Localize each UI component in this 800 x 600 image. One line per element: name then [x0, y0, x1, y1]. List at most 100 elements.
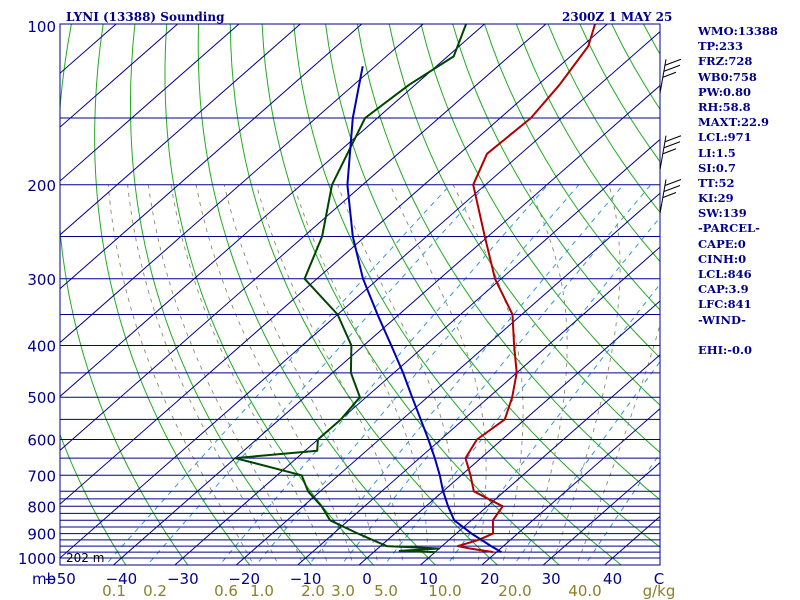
isotherm — [60, 31, 660, 559]
temperature-tick-label: 40 — [603, 570, 622, 588]
index-item: -WIND- — [698, 312, 746, 327]
isotherm — [174, 138, 660, 565]
temperature-tick-label: −10 — [290, 570, 322, 588]
surface-height-label: 202 m — [66, 551, 104, 565]
index-item: CAP:3.9 — [698, 282, 749, 297]
temperature-tick-label: 30 — [542, 570, 561, 588]
plot-frame — [59, 23, 661, 566]
parcel-profile — [346, 66, 502, 553]
index-item — [698, 328, 778, 343]
isotherm — [60, 24, 302, 236]
isotherm — [235, 192, 660, 565]
index-item: TP:233 — [698, 39, 744, 54]
index-item: LFC:841 — [698, 297, 752, 312]
wind-barb — [659, 179, 682, 214]
index-item: CAPE:0 — [698, 236, 746, 251]
mixing-ratio-label: 0.2 — [143, 582, 167, 600]
mixing-ratio-line — [308, 184, 624, 565]
mixing-ratio-label: 1.0 — [250, 582, 274, 600]
moist-adiabat — [576, 322, 660, 565]
index-item: MAXT:22.9 — [698, 115, 769, 130]
dry-adiabat — [325, 24, 660, 548]
index-item: PW:0.80 — [698, 84, 752, 99]
pressure-tick-label: 400 — [27, 338, 56, 356]
moist-adiabat — [147, 184, 304, 565]
dry-adiabat — [197, 24, 437, 565]
index-item: WMO:13388 — [698, 24, 778, 38]
dry-adiabat — [484, 24, 660, 311]
isotherm — [358, 300, 660, 565]
moist-adiabat — [170, 184, 329, 565]
dry-adiabat — [94, 24, 251, 565]
isotherm — [112, 84, 660, 565]
mixing-ratio-label: 40.0 — [568, 582, 601, 600]
index-item: SW:139 — [698, 206, 747, 221]
isotherm — [481, 408, 660, 565]
mixing-ratio-line — [584, 452, 660, 565]
isotherm — [419, 354, 660, 565]
mixing-ratio-unit-label: g/kg — [643, 582, 676, 600]
pressure-tick-label: 600 — [27, 432, 56, 450]
wind-barbs — [659, 58, 682, 214]
dry-adiabat — [388, 24, 660, 454]
moist-adiabat — [255, 184, 404, 565]
index-item: SI:0.7 — [698, 160, 736, 175]
chart-title: LYNI (13388) Sounding — [66, 10, 225, 24]
dry-adiabat — [129, 24, 313, 565]
pressure-tick-label: 800 — [27, 498, 56, 516]
mixing-ratio-line — [446, 283, 660, 565]
mixing-ratio-line — [104, 184, 451, 565]
dry-adiabat — [356, 24, 660, 501]
mixing-ratio-label: 20.0 — [498, 582, 531, 600]
isotherm — [60, 24, 240, 182]
index-item: LCL:846 — [698, 267, 752, 281]
temperature-tick-label: 0 — [362, 570, 372, 588]
index-item: CINH:0 — [698, 251, 747, 266]
mixing-ratio-label: 5.0 — [374, 582, 398, 600]
isotherm — [60, 24, 547, 451]
temperature-tick-label: 10 — [419, 570, 438, 588]
pressure-tick-label: 100 — [27, 18, 56, 36]
moist-adiabat — [389, 184, 487, 565]
index-item: RH:58.8 — [698, 99, 751, 114]
index-item: EHI:-0.0 — [698, 342, 753, 357]
dry-adiabat — [452, 24, 660, 359]
temperature-tick-label: −20 — [228, 570, 260, 588]
index-item: WB0:758 — [698, 69, 757, 84]
moist-adiabat — [223, 184, 379, 565]
moist-adiabat — [452, 184, 524, 565]
isotherm — [60, 24, 363, 290]
pressure-tick-label: 300 — [27, 271, 56, 289]
index-item: KI:29 — [698, 191, 734, 206]
isotherm — [60, 24, 179, 128]
index-item: LCL:971 — [698, 130, 752, 145]
dewpoint-profile — [234, 24, 468, 554]
moist-adiabat — [551, 184, 621, 565]
isotherm — [542, 461, 660, 565]
mixing-ratio-line — [218, 184, 549, 565]
isotherm — [60, 24, 424, 344]
temperature-tick-label: −50 — [44, 570, 76, 588]
valid-time: 2300Z 1 MAY 25 — [562, 10, 673, 24]
temperature-profile — [456, 24, 597, 554]
pressure-tick-label: 900 — [27, 526, 56, 544]
mixing-ratio-label: 0.6 — [214, 582, 238, 600]
background-grid — [60, 24, 660, 565]
wind-barb — [659, 58, 682, 94]
index-item: TT:52 — [698, 175, 735, 190]
moist-adiabat — [526, 184, 568, 565]
temperature-unit-label: C — [654, 570, 664, 588]
moist-adiabat — [127, 184, 279, 565]
index-item: FRZ:728 — [698, 54, 753, 69]
profile-lines — [234, 24, 597, 554]
dry-adiabat — [229, 24, 499, 565]
moist-adiabat — [107, 184, 255, 565]
temperature-tick-label: 20 — [480, 570, 499, 588]
pressure-tick-label: 1000 — [18, 550, 56, 568]
isotherm — [296, 246, 660, 565]
mixing-ratio-label: 3.0 — [331, 582, 355, 600]
mixing-ratio-line — [146, 184, 487, 565]
index-item: -PARCEL- — [698, 221, 760, 236]
